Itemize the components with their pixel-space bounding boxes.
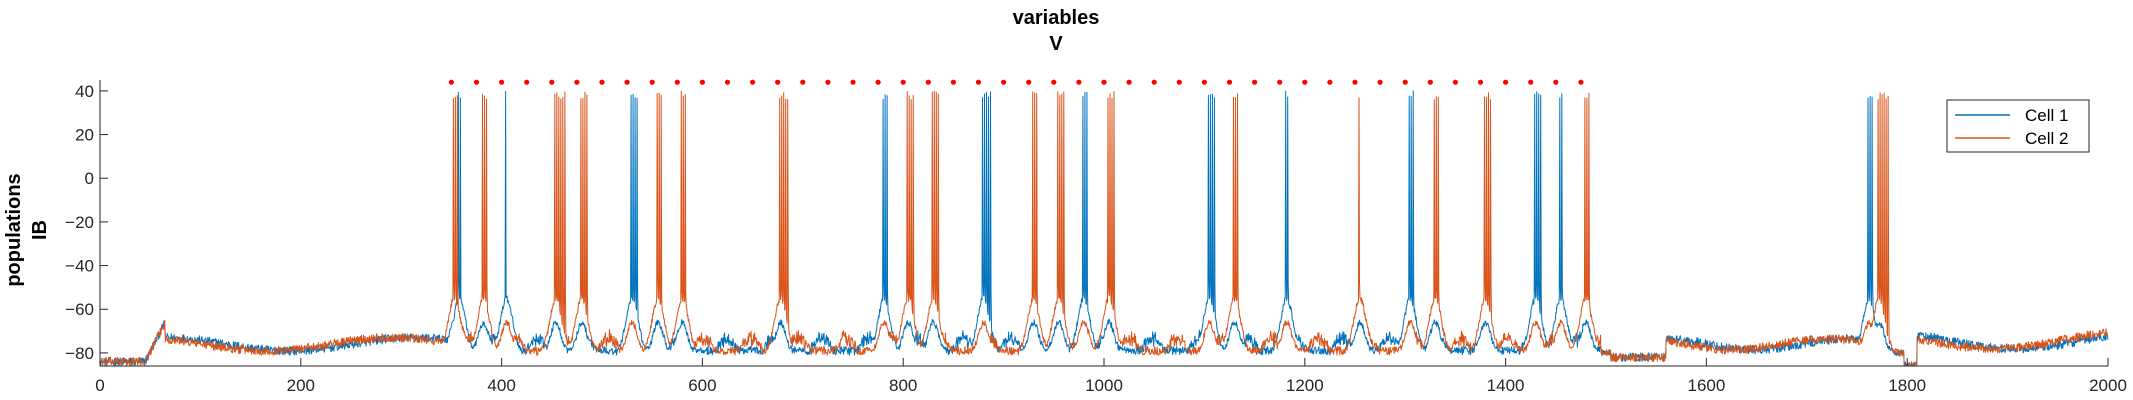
legend-label-cell-2: Cell 2: [2025, 129, 2068, 148]
x-tick-label: 400: [487, 376, 515, 395]
y-tick-label: 0: [85, 169, 94, 188]
event-marker: [1528, 79, 1534, 85]
event-marker: [674, 79, 680, 85]
event-marker: [775, 79, 781, 85]
event-marker: [1477, 79, 1484, 85]
event-marker: [1176, 79, 1182, 85]
series-line-cell-1: [99, 90, 2109, 367]
y-axis-label-line-1: populations: [3, 173, 25, 286]
x-tick-label: 1600: [1687, 376, 1725, 395]
event-marker: [524, 79, 530, 85]
x-tick-label: 200: [287, 376, 315, 395]
legend-box: [1946, 99, 2090, 153]
event-marker: [1001, 79, 1007, 85]
x-tick-label: 1000: [1085, 376, 1123, 395]
chart-title-line-2: V: [1049, 33, 1063, 55]
series-line-cell-2: [99, 90, 2109, 367]
event-marker: [624, 79, 630, 85]
x-tick-label: 0: [95, 376, 104, 395]
event-marker: [1452, 79, 1458, 85]
chart-title: variables V: [1013, 7, 1100, 55]
event-marker: [699, 79, 706, 85]
event-marker: [473, 79, 480, 85]
event-marker: [1352, 79, 1358, 85]
event-marker: [1026, 79, 1032, 85]
event-marker: [499, 79, 505, 85]
event-marker: [1327, 79, 1333, 85]
event-marker: [1503, 79, 1509, 85]
event-marker: [1201, 79, 1207, 85]
event-marker: [549, 79, 555, 85]
axes-layer: 0 200 400 600 800 1000 1200 1400 1600 1800 2000−80…: [65, 80, 2127, 395]
y-axis-label-line-2: IB: [29, 220, 51, 240]
x-tick-label: 1200: [1286, 376, 1324, 395]
event-marker: [1578, 79, 1584, 85]
series-layer: [99, 90, 2109, 367]
event-marker: [1402, 79, 1408, 85]
x-tick-label: 600: [688, 376, 716, 395]
legend-label-cell-1: Cell 1: [2025, 106, 2068, 125]
event-marker: [1553, 79, 1559, 85]
event-marker: [1076, 79, 1082, 85]
event-marker: [1226, 79, 1233, 85]
event-marker: [1252, 79, 1258, 85]
event-marker: [1126, 79, 1132, 85]
event-marker: [925, 79, 931, 85]
event-marker: [875, 79, 881, 85]
y-tick-label: −40: [65, 257, 94, 276]
event-marker: [800, 79, 806, 85]
legend: Cell 1 Cell 2: [1946, 99, 2090, 153]
event-marker: [825, 79, 831, 85]
event-marker: [448, 79, 454, 85]
event-marker: [900, 79, 906, 85]
event-marker: [649, 79, 655, 85]
event-marker: [1051, 79, 1057, 85]
x-tick-label: 1800: [1888, 376, 1926, 395]
event-marker: [574, 79, 580, 85]
marker-layer: [448, 79, 1584, 85]
chart-title-line-1: variables: [1013, 7, 1100, 29]
y-tick-label: −60: [65, 300, 94, 319]
x-tick-label: 2000: [2089, 376, 2127, 395]
y-tick-label: 40: [75, 82, 94, 101]
y-tick-label: 20: [75, 126, 94, 145]
y-tick-label: −20: [65, 213, 94, 232]
event-marker: [1377, 79, 1383, 85]
event-marker: [599, 79, 605, 85]
event-marker: [1302, 79, 1308, 85]
x-tick-label: 1400: [1487, 376, 1525, 395]
event-marker: [850, 79, 856, 85]
y-tick-label: −80: [65, 344, 94, 363]
event-marker: [1427, 79, 1433, 85]
x-tick-label: 800: [889, 376, 917, 395]
event-marker: [750, 79, 756, 85]
event-marker: [950, 79, 957, 85]
event-marker: [1151, 79, 1157, 85]
event-marker: [1101, 79, 1107, 85]
event-marker: [1277, 79, 1283, 85]
event-marker: [975, 79, 982, 85]
y-axis-label: populations IB: [3, 173, 51, 286]
event-marker: [724, 79, 731, 85]
